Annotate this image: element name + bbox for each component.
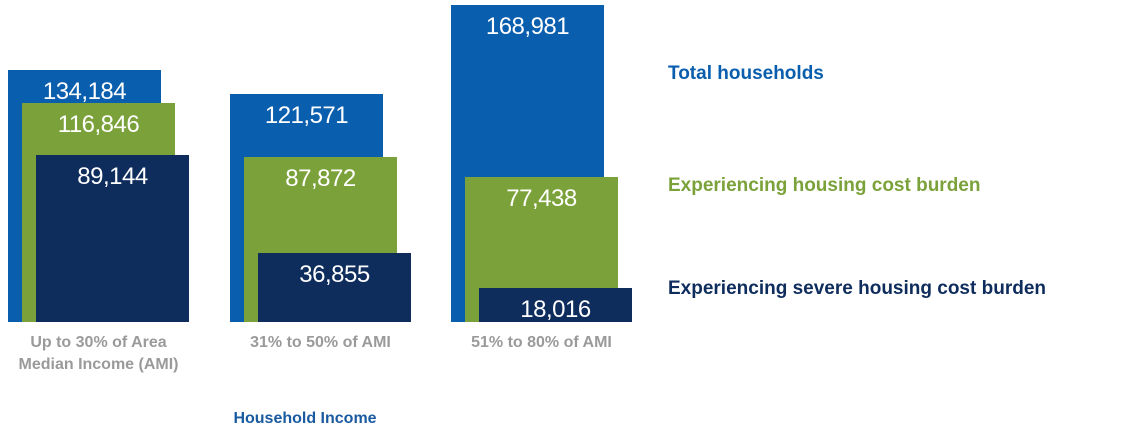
- data-label: 77,438: [506, 184, 577, 212]
- legend-entry: Experiencing housing cost burden: [668, 175, 981, 196]
- data-label: 89,144: [77, 162, 148, 190]
- bar: 18,016: [479, 288, 632, 324]
- x-tick-label: 51% to 80% of AMI: [471, 334, 612, 351]
- data-label: 134,184: [42, 78, 127, 106]
- legend-entry: Experiencing severe housing cost burden: [668, 278, 1046, 299]
- bar: 89,144: [36, 154, 189, 322]
- data-label: 18,016: [520, 296, 591, 324]
- x-tick-label: 31% to 50% of AMI: [250, 334, 391, 351]
- data-label: 168,981: [485, 13, 570, 40]
- data-label: 87,872: [285, 165, 356, 193]
- data-label: 121,571: [264, 101, 349, 129]
- bar: 36,855: [258, 252, 411, 322]
- legend-entry: Total households: [668, 63, 824, 84]
- x-tick-label: Up to 30% of Area Median Income (AMI): [18, 334, 179, 373]
- data-label: 116,846: [57, 110, 140, 138]
- data-label: 36,855: [299, 260, 370, 288]
- x-axis-label: Household Income: [233, 410, 377, 427]
